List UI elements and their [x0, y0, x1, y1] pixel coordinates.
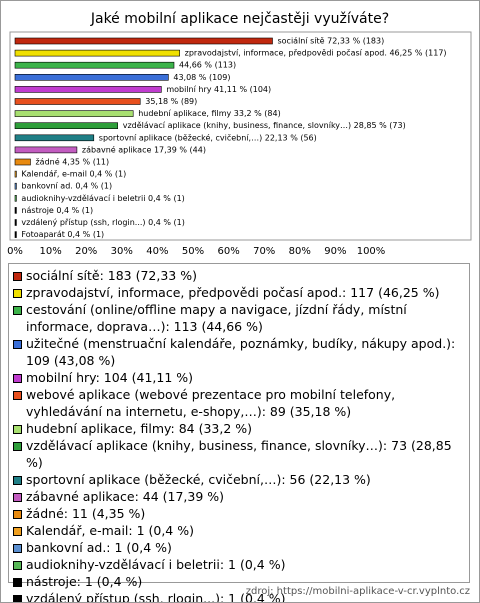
bar-label: nástroje 0,4 % (1): [21, 206, 93, 215]
bar-label: 43,08 % (109): [173, 73, 230, 82]
legend-swatch: [13, 425, 22, 434]
bar: [14, 231, 17, 238]
bar-label: Fotoaparát 0,4 % (1): [21, 230, 104, 239]
legend-entry: vzdálený přístup (ssh, rlogin...): 1 (0,…: [13, 590, 465, 603]
bar: [14, 74, 169, 81]
bar-label: sportovní aplikace (běžecké, cvičební,…)…: [99, 132, 317, 142]
legend-swatch: [13, 527, 22, 536]
legend-swatch: [13, 493, 22, 502]
legend-label: vzdělávací aplikace (knihy, business, fi…: [26, 438, 452, 470]
legend-swatch: [13, 595, 22, 602]
legend-swatch: [13, 578, 22, 587]
legend-entry: sportovní aplikace (běžecké, cvičební,…)…: [13, 471, 465, 488]
legend-label: zábavné aplikace: 44 (17,39 %): [26, 489, 225, 504]
legend-swatch: [13, 374, 22, 383]
legend-label: audioknihy-vzdělávací i beletrii: 1 (0,4…: [26, 557, 286, 572]
legend-label: zpravodajství, informace, předpovědi poč…: [26, 285, 440, 300]
x-tick-label: 30%: [111, 246, 133, 257]
legend: sociální sítě: 183 (72,33 %) zpravodajstv…: [8, 263, 470, 602]
legend-label: webové aplikace (webové prezentace pro m…: [26, 387, 396, 419]
bar: [14, 110, 134, 117]
x-tick-label: 0%: [7, 246, 23, 257]
legend-entry: cestování (online/offline mapy a navigac…: [13, 301, 465, 335]
legend-label: nástroje: 1 (0,4 %): [26, 574, 143, 589]
bar: [14, 134, 95, 142]
bar: [14, 158, 31, 166]
x-tick-label: 60%: [217, 246, 239, 257]
bar-label: Kalendář, e-mail 0,4 % (1): [21, 170, 126, 179]
legend-entry: mobilní hry: 104 (41,11 %): [13, 369, 465, 386]
bar: [14, 207, 17, 214]
legend-label: užitečné (menstruační kalendáře, poznámk…: [26, 336, 456, 368]
legend-label: Kalendář, e-mail: 1 (0,4 %): [26, 523, 194, 538]
bar-label: mobilní hry 41,11 % (104): [166, 85, 271, 94]
legend-entry: užitečné (menstruační kalendáře, poznámk…: [13, 335, 465, 369]
legend-entry: vzdělávací aplikace (knihy, business, fi…: [13, 437, 465, 471]
legend-entry: sociální sítě: 183 (72,33 %): [13, 267, 465, 284]
chart: Jaké mobilní aplikace nejčastěji využívá…: [7, 11, 472, 257]
legend-label: sociální sítě: 183 (72,33 %): [26, 268, 197, 283]
bar-label: 35,18 % (89): [145, 97, 197, 106]
bar: [14, 49, 180, 57]
legend-entry: zpravodajství, informace, předpovědi poč…: [13, 284, 465, 301]
plot-frame: [9, 31, 472, 241]
legend-entry: Kalendář, e-mail: 1 (0,4 %): [13, 522, 465, 539]
legend-swatch: [13, 561, 22, 570]
x-tick-label: 40%: [146, 246, 168, 257]
x-tick-label: 20%: [75, 246, 97, 257]
legend-label: bankovní ad.: 1 (0,4 %): [26, 540, 172, 555]
x-tick-label: 70%: [253, 246, 275, 257]
bar-label: žádné 4,35 % (11): [35, 157, 109, 167]
bar-label: zpravodajství, informace, předpovědi poč…: [185, 48, 447, 58]
bar-label: bankovní ad. 0,4 % (1): [21, 182, 112, 191]
x-tick-label: 90%: [324, 246, 346, 257]
bar: [14, 219, 17, 226]
bar: [14, 182, 17, 190]
bar: [14, 170, 17, 178]
bar-label: audioknihy-vzdělávací i beletrii 0,4 % (…: [21, 194, 184, 203]
legend-entry: hudební aplikace, filmy: 84 (33,2 %): [13, 420, 465, 437]
source: zdroj: https://mobilni-aplikace-v-cr.vyp…: [245, 586, 470, 597]
bar: [14, 37, 273, 45]
bar: [14, 195, 17, 202]
legend-swatch: [13, 442, 22, 451]
legend-swatch: [13, 272, 22, 281]
bar-label: 44,66 % (113): [179, 61, 236, 70]
bar: [14, 86, 162, 93]
x-tick-label: 10%: [39, 246, 61, 257]
legend-label: sportovní aplikace (běžecké, cvičební,…)…: [26, 472, 371, 487]
legend-swatch: [13, 510, 22, 519]
bar: [14, 122, 119, 129]
legend-swatch: [13, 306, 22, 315]
bar: [14, 146, 78, 154]
legend-entry: webové aplikace (webové prezentace pro m…: [13, 386, 465, 420]
x-tick-label: 100%: [357, 246, 386, 257]
legend-label: hudební aplikace, filmy: 84 (33,2 %): [26, 421, 253, 436]
bar: [14, 61, 175, 69]
legend-label: žádné: 11 (4,35 %): [26, 506, 146, 521]
legend-entry: nástroje: 1 (0,4 %): [13, 573, 465, 590]
bar-label: zábavné aplikace 17,39 % (44): [82, 144, 206, 154]
legend-label: mobilní hry: 104 (41,11 %): [26, 370, 194, 385]
legend-label: cestování (online/offline mapy a navigac…: [26, 302, 407, 334]
legend-swatch: [13, 544, 22, 553]
bar-label: hudební aplikace, filmy 33,2 % (84): [138, 109, 281, 118]
x-tick-label: 50%: [182, 246, 204, 257]
legend-entry: bankovní ad.: 1 (0,4 %): [13, 539, 465, 556]
chart-title: Jaké mobilní aplikace nejčastěji využívá…: [90, 11, 389, 27]
legend-entry: zábavné aplikace: 44 (17,39 %): [13, 488, 465, 505]
bar-label: vzdělávací aplikace (knihy, business, fi…: [123, 121, 406, 130]
x-tick-label: 80%: [289, 246, 311, 257]
legend-swatch: [13, 391, 22, 400]
legend-entry: audioknihy-vzdělávací i beletrii: 1 (0,4…: [13, 556, 465, 573]
legend-swatch: [13, 476, 22, 485]
bar-label: sociální sítě 72,33 % (183): [277, 37, 384, 46]
legend-swatch: [13, 289, 22, 298]
legend-entry: žádné: 11 (4,35 %): [13, 505, 465, 522]
legend-swatch: [13, 340, 22, 349]
legend-label: vzdálený přístup (ssh, rlogin...): 1 (0,…: [26, 591, 286, 603]
bar: [14, 98, 141, 105]
bar-label: vzdálený přístup (ssh, rlogin...) 0,4 % …: [21, 218, 184, 227]
